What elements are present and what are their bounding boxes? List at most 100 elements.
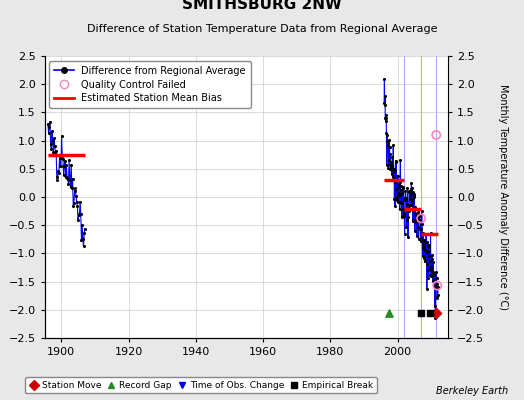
Point <box>398 190 406 196</box>
Point <box>75 211 84 218</box>
Point <box>429 278 437 284</box>
Point <box>426 263 434 270</box>
Point <box>392 197 401 204</box>
Point <box>383 162 391 168</box>
Point <box>421 257 430 264</box>
Point <box>395 180 403 187</box>
Point <box>47 146 56 152</box>
Point <box>405 188 413 194</box>
Point <box>69 203 78 210</box>
Point <box>385 156 393 163</box>
Point <box>404 214 412 220</box>
Point <box>392 195 400 202</box>
Point <box>391 203 399 210</box>
Point <box>412 214 421 221</box>
Point <box>417 215 425 222</box>
Point <box>385 157 394 163</box>
Point <box>399 206 408 212</box>
Point <box>428 269 436 275</box>
Point <box>419 240 428 247</box>
Point <box>407 186 416 192</box>
Point <box>61 174 70 180</box>
Point <box>72 193 80 200</box>
Point <box>432 310 441 316</box>
Point <box>421 258 429 264</box>
Point <box>411 228 419 234</box>
Point <box>396 179 405 186</box>
Point <box>408 185 417 191</box>
Point <box>414 206 423 212</box>
Point <box>79 236 87 243</box>
Point <box>390 178 399 185</box>
Point <box>429 259 438 266</box>
Point <box>381 115 389 122</box>
Point <box>395 184 403 190</box>
Point <box>425 248 433 255</box>
Point <box>433 295 442 301</box>
Point <box>406 189 414 195</box>
Point <box>380 102 389 108</box>
Point <box>68 184 76 191</box>
Point <box>417 236 425 242</box>
Point <box>400 210 408 217</box>
Point <box>52 148 60 154</box>
Point <box>382 114 390 121</box>
Point <box>420 247 429 253</box>
Point <box>50 135 58 141</box>
Point <box>427 263 435 270</box>
Point <box>422 248 431 255</box>
Point <box>46 119 54 125</box>
Point <box>408 198 416 204</box>
Point <box>411 211 420 217</box>
Point <box>397 183 405 189</box>
Point <box>59 172 68 178</box>
Point <box>58 133 66 139</box>
Point <box>432 275 441 281</box>
Point <box>419 245 427 252</box>
Point <box>422 231 430 237</box>
Point <box>412 219 420 226</box>
Point <box>80 230 89 236</box>
Point <box>78 222 86 228</box>
Point <box>407 180 416 186</box>
Point <box>406 202 414 208</box>
Point <box>430 277 438 283</box>
Point <box>49 138 57 144</box>
Point <box>402 196 410 202</box>
Point <box>58 154 67 161</box>
Point <box>391 157 400 164</box>
Point <box>74 217 82 223</box>
Point <box>409 196 417 202</box>
Point <box>387 171 396 177</box>
Point <box>434 292 442 298</box>
Point <box>54 168 62 174</box>
Point <box>72 198 81 205</box>
Point <box>50 143 59 150</box>
Point <box>397 187 405 193</box>
Point <box>51 149 60 155</box>
Point <box>402 224 410 231</box>
Point <box>413 224 422 230</box>
Point <box>416 213 424 219</box>
Point <box>431 315 440 321</box>
Point <box>418 236 427 243</box>
Point <box>387 165 396 171</box>
Point <box>425 253 433 259</box>
Point <box>409 217 417 224</box>
Point <box>410 193 418 199</box>
Point <box>424 242 433 249</box>
Text: SMITHSBURG 2NW: SMITHSBURG 2NW <box>182 0 342 12</box>
Point <box>416 226 424 233</box>
Point <box>47 141 55 148</box>
Point <box>431 283 439 289</box>
Point <box>430 271 439 278</box>
Text: Berkeley Earth: Berkeley Earth <box>436 386 508 396</box>
Point <box>388 162 396 168</box>
Point <box>395 190 403 196</box>
Point <box>401 188 410 195</box>
Legend: Difference from Regional Average, Quality Control Failed, Estimated Station Mean: Difference from Regional Average, Qualit… <box>49 61 251 108</box>
Point <box>387 159 395 165</box>
Point <box>405 208 413 214</box>
Point <box>417 238 425 244</box>
Point <box>393 194 401 201</box>
